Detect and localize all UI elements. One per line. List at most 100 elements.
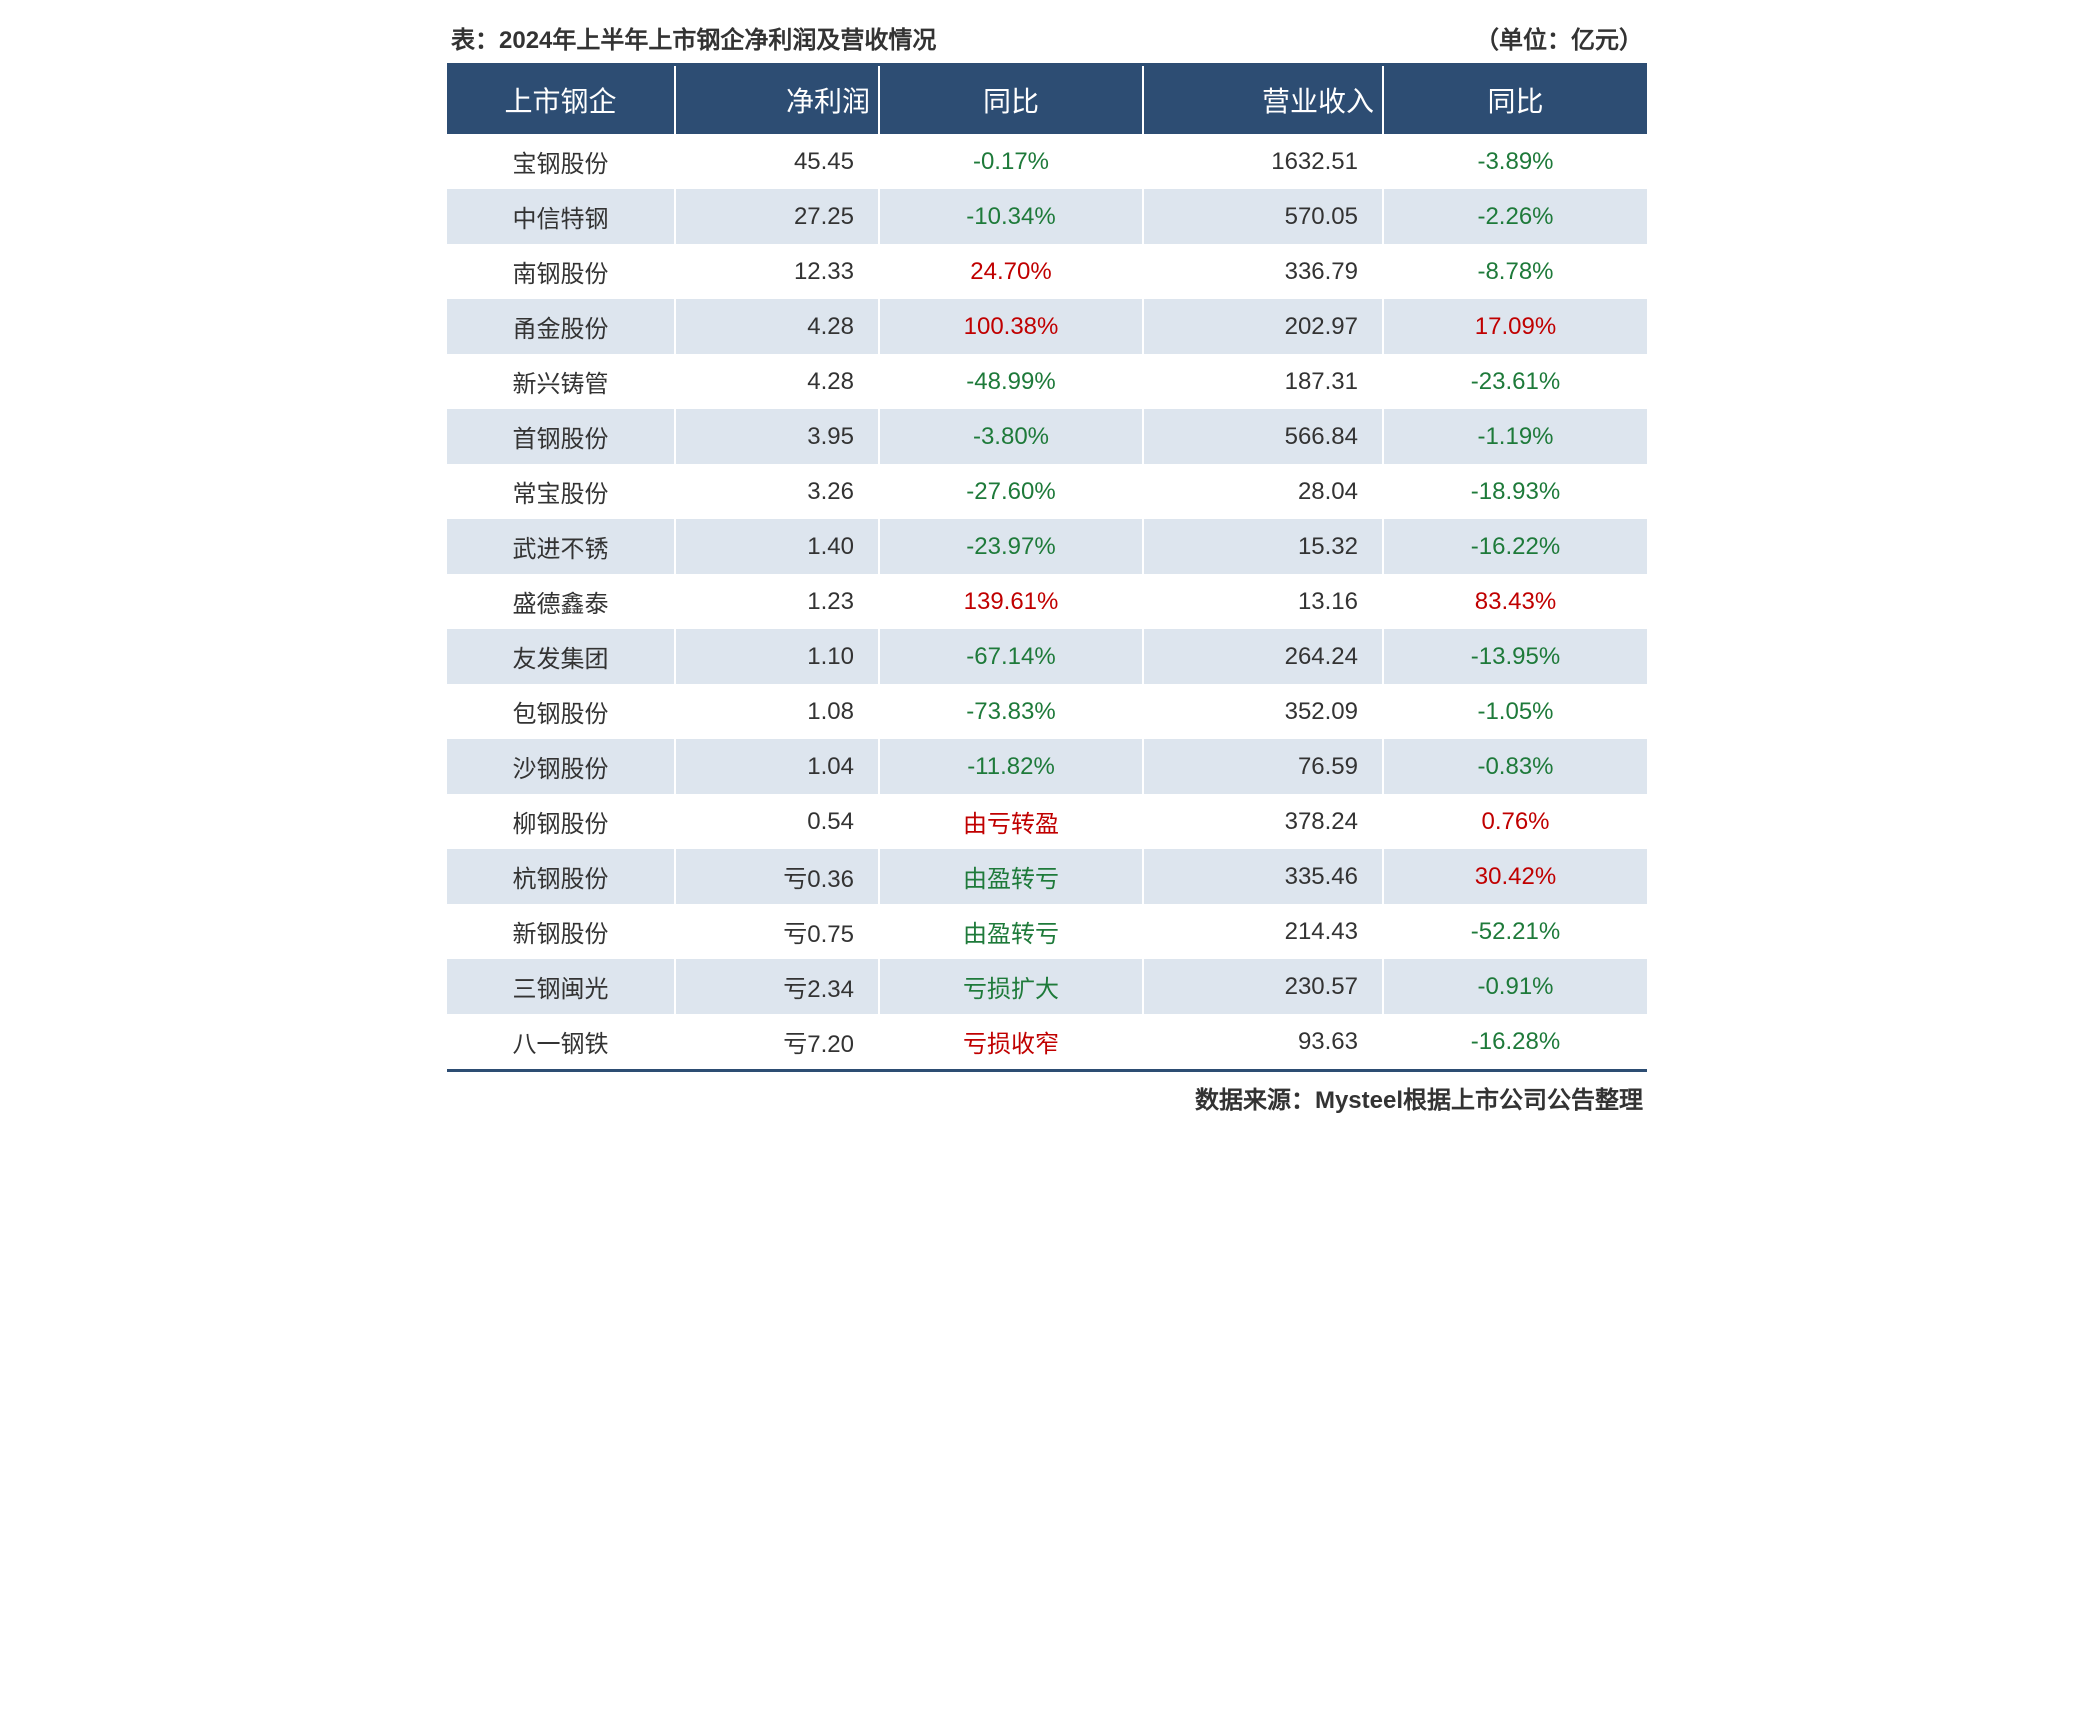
cell-company: 盛德鑫泰 [447, 574, 675, 629]
cell-profit: 亏7.20 [675, 1014, 879, 1071]
cell-yoy-profit: -27.60% [879, 464, 1143, 519]
cell-yoy-revenue: -23.61% [1383, 354, 1647, 409]
cell-profit: 亏0.36 [675, 849, 879, 904]
table-row: 常宝股份3.26-27.60%28.04-18.93% [447, 464, 1647, 519]
cell-yoy-profit: 由盈转亏 [879, 904, 1143, 959]
cell-profit: 0.54 [675, 794, 879, 849]
cell-profit: 3.95 [675, 409, 879, 464]
cell-revenue: 230.57 [1143, 959, 1383, 1014]
cell-profit: 亏2.34 [675, 959, 879, 1014]
table-row: 友发集团1.10-67.14%264.24-13.95% [447, 629, 1647, 684]
table-row: 三钢闽光亏2.34亏损扩大230.57-0.91% [447, 959, 1647, 1014]
data-source: 数据来源：Mysteel根据上市公司公告整理 [447, 1080, 1647, 1115]
cell-yoy-profit: 由亏转盈 [879, 794, 1143, 849]
cell-revenue: 378.24 [1143, 794, 1383, 849]
table-row: 甬金股份4.28100.38%202.9717.09% [447, 299, 1647, 354]
cell-yoy-profit: -11.82% [879, 739, 1143, 794]
cell-yoy-profit: -73.83% [879, 684, 1143, 739]
table-row: 八一钢铁亏7.20亏损收窄93.63-16.28% [447, 1014, 1647, 1071]
cell-yoy-revenue: 30.42% [1383, 849, 1647, 904]
cell-revenue: 76.59 [1143, 739, 1383, 794]
table-row: 中信特钢27.25-10.34%570.05-2.26% [447, 189, 1647, 244]
cell-revenue: 202.97 [1143, 299, 1383, 354]
cell-profit: 1.23 [675, 574, 879, 629]
cell-company: 杭钢股份 [447, 849, 675, 904]
cell-yoy-revenue: -13.95% [1383, 629, 1647, 684]
cell-revenue: 187.31 [1143, 354, 1383, 409]
cell-yoy-revenue: -8.78% [1383, 244, 1647, 299]
cell-yoy-revenue: -1.19% [1383, 409, 1647, 464]
cell-yoy-profit: 由盈转亏 [879, 849, 1143, 904]
cell-profit: 45.45 [675, 134, 879, 189]
cell-yoy-profit: 24.70% [879, 244, 1143, 299]
cell-yoy-profit: -0.17% [879, 134, 1143, 189]
table-row: 包钢股份1.08-73.83%352.09-1.05% [447, 684, 1647, 739]
cell-revenue: 1632.51 [1143, 134, 1383, 189]
cell-yoy-revenue: -0.83% [1383, 739, 1647, 794]
cell-company: 包钢股份 [447, 684, 675, 739]
table-row: 杭钢股份亏0.36由盈转亏335.4630.42% [447, 849, 1647, 904]
cell-revenue: 15.32 [1143, 519, 1383, 574]
cell-yoy-revenue: -0.91% [1383, 959, 1647, 1014]
table-row: 柳钢股份0.54由亏转盈378.240.76% [447, 794, 1647, 849]
cell-yoy-profit: -48.99% [879, 354, 1143, 409]
steel-table: 上市钢企 净利润 同比 营业收入 同比 宝钢股份45.45-0.17%1632.… [447, 63, 1647, 1072]
cell-profit: 27.25 [675, 189, 879, 244]
table-row: 新兴铸管4.28-48.99%187.31-23.61% [447, 354, 1647, 409]
cell-yoy-profit: 亏损收窄 [879, 1014, 1143, 1071]
cell-company: 武进不锈 [447, 519, 675, 574]
table-header: 上市钢企 净利润 同比 营业收入 同比 [447, 65, 1647, 135]
cell-company: 中信特钢 [447, 189, 675, 244]
cell-revenue: 335.46 [1143, 849, 1383, 904]
table-title: 表：2024年上半年上市钢企净利润及营收情况 [451, 20, 936, 55]
table-row: 南钢股份12.3324.70%336.79-8.78% [447, 244, 1647, 299]
cell-yoy-profit: 亏损扩大 [879, 959, 1143, 1014]
col-header-yoy1: 同比 [879, 65, 1143, 135]
col-header-yoy2: 同比 [1383, 65, 1647, 135]
cell-yoy-profit: -23.97% [879, 519, 1143, 574]
table-row: 新钢股份亏0.75由盈转亏214.43-52.21% [447, 904, 1647, 959]
cell-company: 甬金股份 [447, 299, 675, 354]
cell-yoy-revenue: -16.22% [1383, 519, 1647, 574]
cell-yoy-profit: -67.14% [879, 629, 1143, 684]
cell-revenue: 570.05 [1143, 189, 1383, 244]
cell-company: 南钢股份 [447, 244, 675, 299]
cell-company: 新钢股份 [447, 904, 675, 959]
cell-company: 八一钢铁 [447, 1014, 675, 1071]
table-row: 武进不锈1.40-23.97%15.32-16.22% [447, 519, 1647, 574]
cell-company: 首钢股份 [447, 409, 675, 464]
table-body: 宝钢股份45.45-0.17%1632.51-3.89%中信特钢27.25-10… [447, 134, 1647, 1071]
cell-profit: 3.26 [675, 464, 879, 519]
cell-company: 新兴铸管 [447, 354, 675, 409]
cell-profit: 4.28 [675, 354, 879, 409]
table-container: 表：2024年上半年上市钢企净利润及营收情况 （单位：亿元） 上市钢企 净利润 … [447, 20, 1647, 1115]
cell-revenue: 566.84 [1143, 409, 1383, 464]
cell-profit: 1.10 [675, 629, 879, 684]
cell-profit: 亏0.75 [675, 904, 879, 959]
cell-company: 沙钢股份 [447, 739, 675, 794]
cell-revenue: 13.16 [1143, 574, 1383, 629]
cell-profit: 12.33 [675, 244, 879, 299]
cell-yoy-revenue: -2.26% [1383, 189, 1647, 244]
table-row: 宝钢股份45.45-0.17%1632.51-3.89% [447, 134, 1647, 189]
table-unit: （单位：亿元） [1475, 20, 1643, 55]
cell-profit: 1.40 [675, 519, 879, 574]
cell-yoy-profit: -10.34% [879, 189, 1143, 244]
cell-yoy-revenue: -3.89% [1383, 134, 1647, 189]
col-header-revenue: 营业收入 [1143, 65, 1383, 135]
cell-revenue: 214.43 [1143, 904, 1383, 959]
cell-profit: 1.08 [675, 684, 879, 739]
cell-yoy-profit: 100.38% [879, 299, 1143, 354]
table-row: 盛德鑫泰1.23139.61%13.1683.43% [447, 574, 1647, 629]
cell-company: 宝钢股份 [447, 134, 675, 189]
cell-yoy-revenue: 83.43% [1383, 574, 1647, 629]
cell-profit: 4.28 [675, 299, 879, 354]
col-header-profit: 净利润 [675, 65, 879, 135]
cell-yoy-profit: -3.80% [879, 409, 1143, 464]
cell-company: 三钢闽光 [447, 959, 675, 1014]
title-row: 表：2024年上半年上市钢企净利润及营收情况 （单位：亿元） [447, 20, 1647, 55]
cell-company: 常宝股份 [447, 464, 675, 519]
col-header-company: 上市钢企 [447, 65, 675, 135]
cell-yoy-revenue: -18.93% [1383, 464, 1647, 519]
cell-yoy-revenue: -1.05% [1383, 684, 1647, 739]
